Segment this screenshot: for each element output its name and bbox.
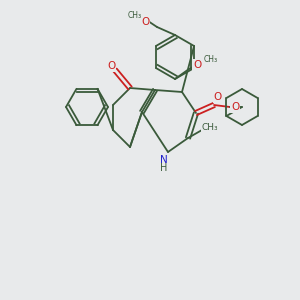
Text: O: O <box>141 17 149 27</box>
Text: CH₃: CH₃ <box>202 124 218 133</box>
Text: O: O <box>214 92 222 102</box>
Text: O: O <box>193 60 201 70</box>
Text: CH₃: CH₃ <box>128 11 142 20</box>
Text: N: N <box>160 155 168 165</box>
Text: O: O <box>107 61 115 71</box>
Text: H: H <box>160 163 168 173</box>
Text: CH₃: CH₃ <box>204 56 218 64</box>
Text: O: O <box>231 102 239 112</box>
